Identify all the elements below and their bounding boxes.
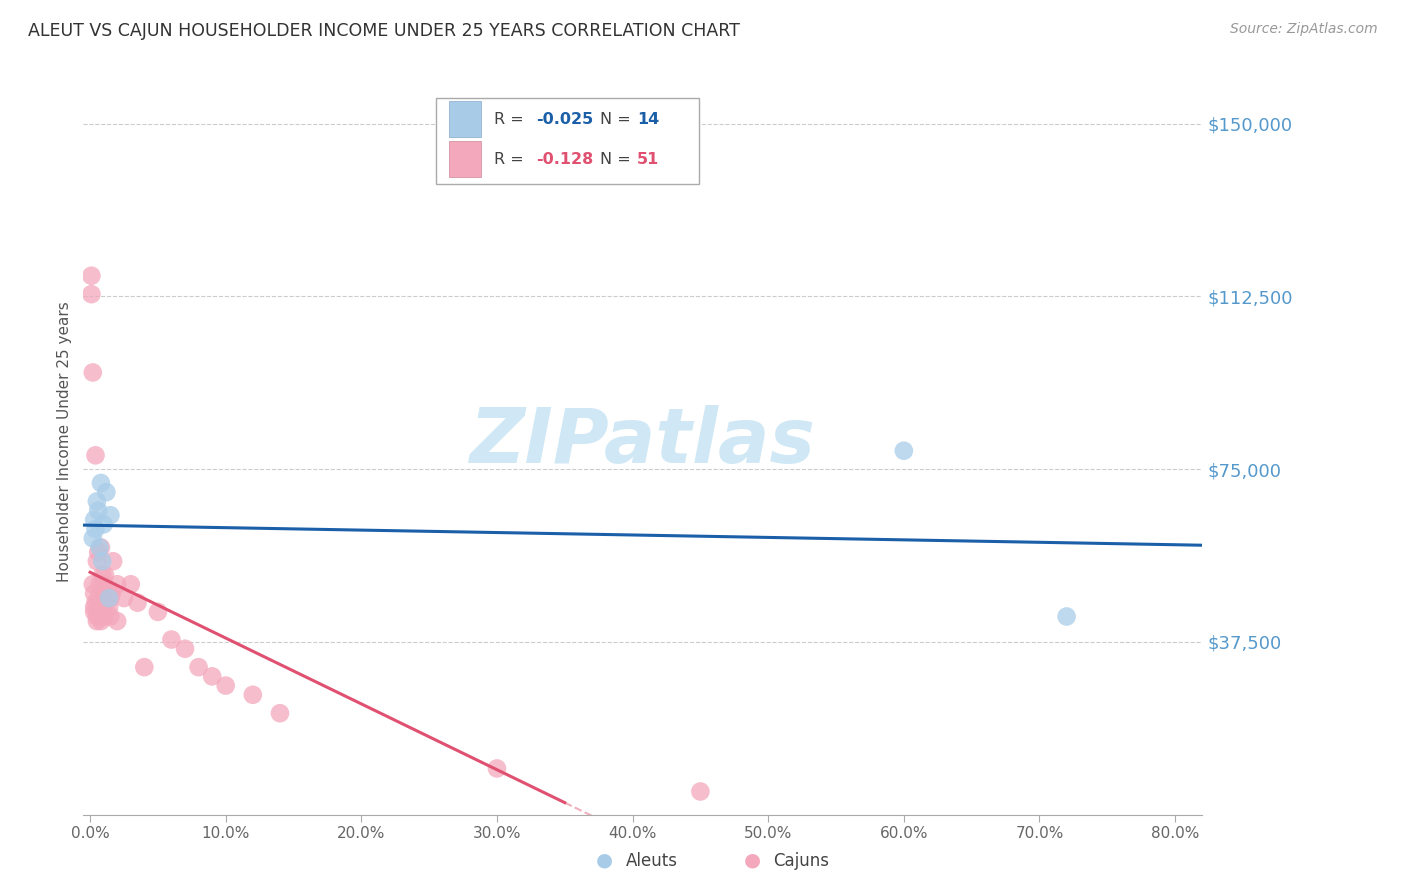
Point xyxy=(105,577,128,591)
Point xyxy=(120,577,142,591)
Point xyxy=(1056,609,1078,624)
Point xyxy=(86,609,108,624)
Point xyxy=(100,508,122,523)
Point xyxy=(112,591,135,605)
Point xyxy=(187,660,209,674)
Point xyxy=(86,614,108,628)
Point xyxy=(91,554,114,568)
Point xyxy=(98,600,121,615)
Point xyxy=(89,609,111,624)
Y-axis label: Householder Income Under 25 years: Householder Income Under 25 years xyxy=(58,301,72,582)
Point xyxy=(83,586,105,600)
Point xyxy=(96,485,118,500)
Point xyxy=(90,600,112,615)
Point xyxy=(174,641,197,656)
Point xyxy=(94,609,117,624)
Point xyxy=(80,268,103,283)
Point xyxy=(83,513,105,527)
Point xyxy=(100,591,122,605)
Point xyxy=(269,706,291,721)
Point xyxy=(86,494,108,508)
Point xyxy=(91,568,114,582)
Text: ALEUT VS CAJUN HOUSEHOLDER INCOME UNDER 25 YEARS CORRELATION CHART: ALEUT VS CAJUN HOUSEHOLDER INCOME UNDER … xyxy=(28,22,740,40)
FancyBboxPatch shape xyxy=(449,142,481,178)
Text: ●: ● xyxy=(744,851,761,870)
Point xyxy=(82,577,104,591)
Point xyxy=(146,605,169,619)
FancyBboxPatch shape xyxy=(436,98,699,184)
Point xyxy=(84,448,107,462)
Point xyxy=(134,660,156,674)
Point xyxy=(215,679,238,693)
Point xyxy=(160,632,183,647)
Point xyxy=(93,577,115,591)
Text: R =: R = xyxy=(494,112,529,127)
Point xyxy=(91,596,114,610)
Text: 14: 14 xyxy=(637,112,659,127)
Point xyxy=(84,596,107,610)
Point xyxy=(97,582,120,596)
Point xyxy=(80,287,103,301)
FancyBboxPatch shape xyxy=(449,101,481,137)
Point xyxy=(485,762,508,776)
Text: ●: ● xyxy=(596,851,613,870)
Point xyxy=(83,600,105,615)
Point xyxy=(83,605,105,619)
Point xyxy=(96,596,118,610)
Point xyxy=(87,591,110,605)
Point xyxy=(93,605,115,619)
Point xyxy=(100,586,122,600)
Point xyxy=(84,522,107,536)
Text: Source: ZipAtlas.com: Source: ZipAtlas.com xyxy=(1230,22,1378,37)
Point xyxy=(90,614,112,628)
Point xyxy=(689,784,711,798)
Point xyxy=(87,503,110,517)
Text: Cajuns: Cajuns xyxy=(773,852,830,870)
Text: 51: 51 xyxy=(637,152,659,167)
Point xyxy=(100,609,122,624)
Point xyxy=(893,443,915,458)
Point xyxy=(201,669,224,683)
Text: R =: R = xyxy=(494,152,529,167)
Point xyxy=(89,577,111,591)
Point xyxy=(242,688,264,702)
Point xyxy=(101,554,124,568)
Point xyxy=(86,554,108,568)
Point xyxy=(98,591,121,605)
Text: -0.128: -0.128 xyxy=(537,152,593,167)
Point xyxy=(94,568,117,582)
Text: N =: N = xyxy=(600,112,636,127)
Point xyxy=(89,541,111,555)
Point xyxy=(82,366,104,380)
Point xyxy=(90,475,112,490)
Point xyxy=(105,614,128,628)
Point xyxy=(93,517,115,532)
Point xyxy=(93,591,115,605)
Point xyxy=(90,541,112,555)
Point xyxy=(87,605,110,619)
Point xyxy=(82,531,104,545)
Text: Aleuts: Aleuts xyxy=(626,852,678,870)
Point xyxy=(91,609,114,624)
Text: -0.025: -0.025 xyxy=(537,112,593,127)
Point xyxy=(127,596,149,610)
Text: ZIPatlas: ZIPatlas xyxy=(470,404,815,478)
Point xyxy=(87,545,110,559)
Text: N =: N = xyxy=(600,152,636,167)
